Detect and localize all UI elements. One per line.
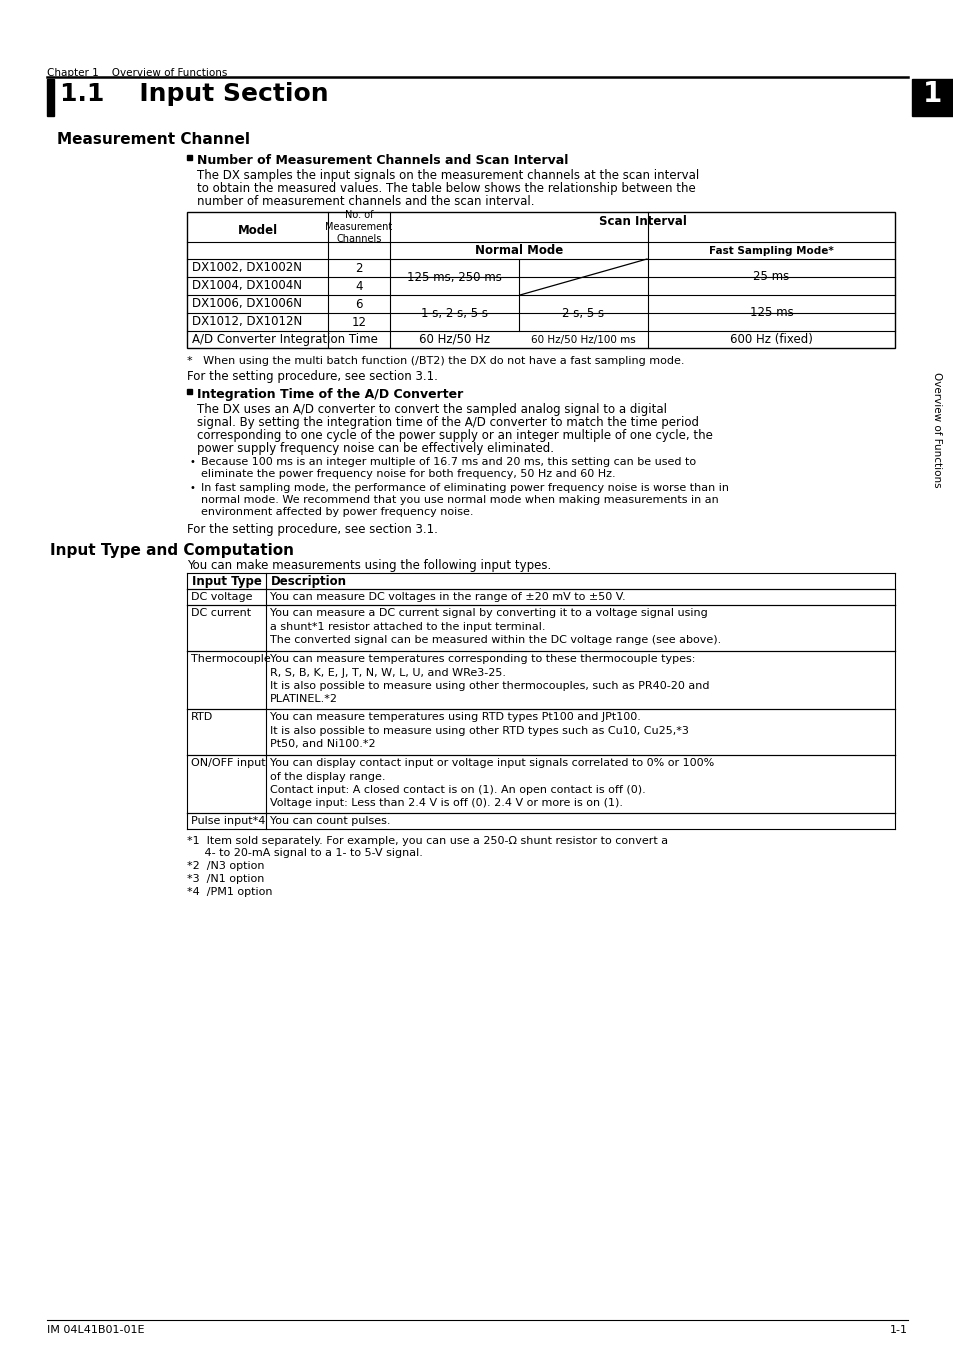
Text: Number of Measurement Channels and Scan Interval: Number of Measurement Channels and Scan …: [196, 154, 568, 167]
Text: signal. By setting the integration time of the A/D converter to match the time p: signal. By setting the integration time …: [196, 416, 699, 429]
Text: •: •: [190, 458, 195, 467]
Text: Description: Description: [271, 575, 347, 589]
Text: Pulse input*4: Pulse input*4: [191, 815, 265, 826]
Text: corresponding to one cycle of the power supply or an integer multiple of one cyc: corresponding to one cycle of the power …: [196, 429, 712, 441]
Bar: [187, 389, 192, 394]
Text: You can measure temperatures corresponding to these thermocouple types:: You can measure temperatures correspondi…: [270, 653, 695, 664]
Text: 2: 2: [355, 262, 362, 274]
Text: You can measure temperatures using RTD types Pt100 and JPt100.: You can measure temperatures using RTD t…: [270, 711, 640, 722]
Text: 2 s, 5 s: 2 s, 5 s: [562, 306, 604, 320]
Text: DC voltage: DC voltage: [191, 593, 253, 602]
Text: 4: 4: [355, 279, 362, 293]
Text: Input Type and Computation: Input Type and Computation: [50, 543, 294, 558]
Text: Pt50, and Ni100.*2: Pt50, and Ni100.*2: [270, 738, 375, 749]
Bar: [187, 155, 192, 161]
Text: Contact input: A closed contact is on (1). An open contact is off (0).: Contact input: A closed contact is on (1…: [270, 784, 645, 795]
Text: Fast Sampling Mode*: Fast Sampling Mode*: [708, 246, 833, 255]
Text: Thermocouple: Thermocouple: [191, 653, 271, 664]
Text: Measurement Channel: Measurement Channel: [57, 132, 250, 147]
Text: DX1012, DX1012N: DX1012, DX1012N: [192, 316, 302, 328]
Text: Overview of Functions: Overview of Functions: [931, 373, 941, 487]
Text: 12: 12: [351, 316, 366, 328]
Text: •: •: [190, 483, 195, 493]
Text: You can measure a DC current signal by converting it to a voltage signal using: You can measure a DC current signal by c…: [270, 608, 707, 618]
Text: No. of
Measurement
Channels: No. of Measurement Channels: [325, 211, 393, 243]
Text: For the setting procedure, see section 3.1.: For the setting procedure, see section 3…: [187, 370, 437, 383]
Text: Normal Mode: Normal Mode: [475, 244, 562, 256]
Text: of the display range.: of the display range.: [270, 771, 385, 782]
Text: DX1002, DX1002N: DX1002, DX1002N: [192, 262, 302, 274]
Text: PLATINEL.*2: PLATINEL.*2: [270, 694, 337, 705]
Text: R, S, B, K, E, J, T, N, W, L, U, and WRe3-25.: R, S, B, K, E, J, T, N, W, L, U, and WRe…: [270, 667, 505, 678]
Text: to obtain the measured values. The table below shows the relationship between th: to obtain the measured values. The table…: [196, 182, 695, 194]
Text: *1  Item sold separately. For example, you can use a 250-Ω shunt resistor to con: *1 Item sold separately. For example, yo…: [187, 836, 667, 846]
Text: 60 Hz/50 Hz: 60 Hz/50 Hz: [418, 333, 490, 346]
Text: 60 Hz/50 Hz/100 ms: 60 Hz/50 Hz/100 ms: [531, 335, 636, 344]
Text: 125 ms, 250 ms: 125 ms, 250 ms: [407, 270, 501, 284]
Text: 1-1: 1-1: [889, 1324, 907, 1335]
Text: It is also possible to measure using other RTD types such as Cu10, Cu25,*3: It is also possible to measure using oth…: [270, 725, 688, 736]
Text: normal mode. We recommend that you use normal mode when making measurements in a: normal mode. We recommend that you use n…: [201, 495, 718, 505]
Text: A/D Converter Integration Time: A/D Converter Integration Time: [192, 333, 377, 346]
Text: 1: 1: [923, 80, 942, 108]
Text: DX1004, DX1004N: DX1004, DX1004N: [192, 279, 302, 293]
Text: DX1006, DX1006N: DX1006, DX1006N: [192, 297, 302, 310]
Text: The converted signal can be measured within the DC voltage range (see above).: The converted signal can be measured wit…: [270, 634, 720, 645]
Text: *3  /N1 option: *3 /N1 option: [187, 873, 264, 884]
Text: The DX uses an A/D converter to convert the sampled analog signal to a digital: The DX uses an A/D converter to convert …: [196, 404, 666, 416]
Text: *4  /PM1 option: *4 /PM1 option: [187, 887, 273, 896]
Text: 25 ms: 25 ms: [753, 270, 789, 284]
Text: You can count pulses.: You can count pulses.: [270, 815, 390, 826]
Text: 4- to 20-mA signal to a 1- to 5-V signal.: 4- to 20-mA signal to a 1- to 5-V signal…: [187, 848, 422, 859]
Text: environment affected by power frequency noise.: environment affected by power frequency …: [201, 508, 473, 517]
Text: 1 s, 2 s, 5 s: 1 s, 2 s, 5 s: [420, 306, 488, 320]
Text: Voltage input: Less than 2.4 V is off (0). 2.4 V or more is on (1).: Voltage input: Less than 2.4 V is off (0…: [270, 798, 622, 809]
Bar: [911, 80, 953, 116]
Text: Scan Interval: Scan Interval: [598, 215, 686, 228]
Text: 600 Hz (fixed): 600 Hz (fixed): [729, 333, 812, 346]
Text: Chapter 1    Overview of Functions: Chapter 1 Overview of Functions: [47, 68, 227, 78]
Text: *2  /N3 option: *2 /N3 option: [187, 861, 264, 871]
Text: The DX samples the input signals on the measurement channels at the scan interva: The DX samples the input signals on the …: [196, 169, 699, 182]
Text: *   When using the multi batch function (/BT2) the DX do not have a fast samplin: * When using the multi batch function (/…: [187, 356, 684, 366]
Text: a shunt*1 resistor attached to the input terminal.: a shunt*1 resistor attached to the input…: [270, 621, 545, 632]
Text: number of measurement channels and the scan interval.: number of measurement channels and the s…: [196, 194, 534, 208]
Text: You can measure DC voltages in the range of ±20 mV to ±50 V.: You can measure DC voltages in the range…: [270, 593, 625, 602]
Text: Because 100 ms is an integer multiple of 16.7 ms and 20 ms, this setting can be : Because 100 ms is an integer multiple of…: [201, 458, 696, 467]
Bar: [47, 80, 54, 116]
Text: ON/OFF input: ON/OFF input: [191, 757, 265, 768]
Text: In fast sampling mode, the performance of eliminating power frequency noise is w: In fast sampling mode, the performance o…: [201, 483, 728, 493]
Text: Integration Time of the A/D Converter: Integration Time of the A/D Converter: [196, 387, 463, 401]
Text: Model: Model: [237, 224, 277, 238]
Text: For the setting procedure, see section 3.1.: For the setting procedure, see section 3…: [187, 522, 437, 536]
Text: You can make measurements using the following input types.: You can make measurements using the foll…: [187, 559, 551, 572]
Text: eliminate the power frequency noise for both frequency, 50 Hz and 60 Hz.: eliminate the power frequency noise for …: [201, 468, 615, 479]
Text: Input Type: Input Type: [192, 575, 262, 589]
Bar: [187, 212, 894, 348]
Text: RTD: RTD: [191, 711, 213, 722]
Text: 1.1    Input Section: 1.1 Input Section: [60, 82, 328, 107]
Text: 6: 6: [355, 297, 362, 310]
Text: power supply frequency noise can be effectively eliminated.: power supply frequency noise can be effe…: [196, 441, 554, 455]
Text: You can display contact input or voltage input signals correlated to 0% or 100%: You can display contact input or voltage…: [270, 757, 714, 768]
Text: IM 04L41B01-01E: IM 04L41B01-01E: [47, 1324, 144, 1335]
Text: 125 ms: 125 ms: [749, 306, 793, 320]
Text: It is also possible to measure using other thermocouples, such as PR40-20 and: It is also possible to measure using oth…: [270, 680, 709, 691]
Text: DC current: DC current: [191, 608, 251, 618]
